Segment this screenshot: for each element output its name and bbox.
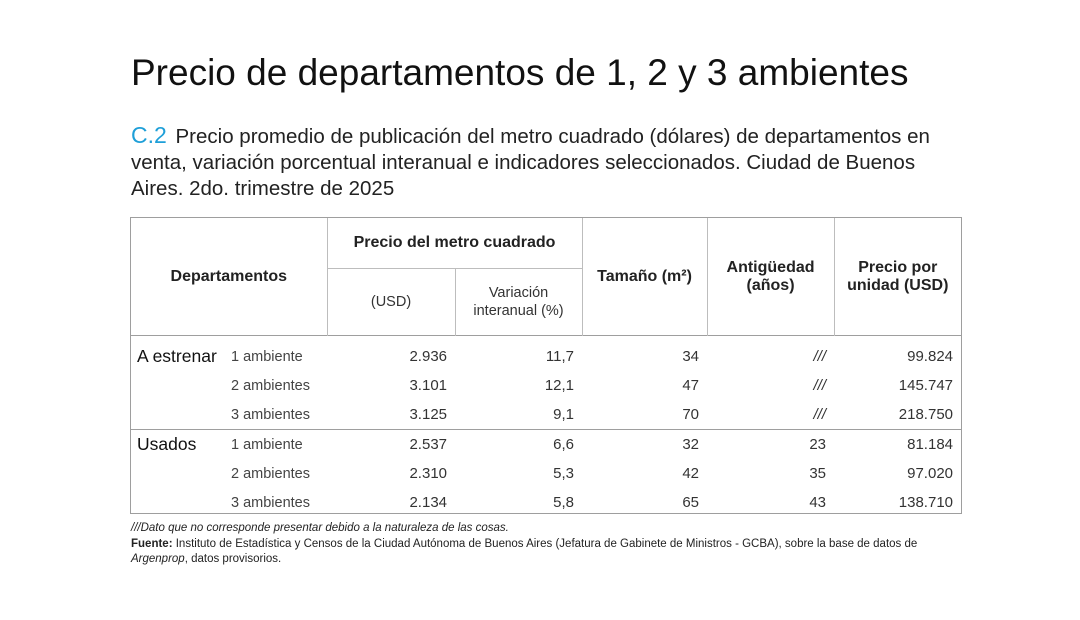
source-text-end: , datos provisorios. xyxy=(184,553,282,565)
antiguedad-cell: /// xyxy=(813,377,827,394)
antiguedad-cell: /// xyxy=(707,335,835,371)
header-tamano: Tamaño (m²) xyxy=(581,218,708,336)
usd-cell: 2.310 xyxy=(409,465,448,482)
precio-unidad-cell: 218.750 xyxy=(898,406,954,423)
ambientes-cell: 2 ambientes xyxy=(231,377,310,394)
header-variacion: Variación interanual (%) xyxy=(454,268,583,336)
table-row: 3 ambientes 2.134 5,8 65 43 138.710 xyxy=(131,488,961,517)
data-table: Departamentos Precio del metro cuadrado … xyxy=(131,218,962,517)
table-row: 3 ambientes 3.125 9,1 70 /// 218.750 xyxy=(131,400,961,430)
group-label-empty xyxy=(131,488,231,517)
ambientes-cell: 3 ambientes xyxy=(231,494,310,511)
page-title: Precio de departamentos de 1, 2 y 3 ambi… xyxy=(131,52,909,93)
variacion-cell: 12,1 xyxy=(544,377,575,394)
antiguedad-cell: 35 xyxy=(809,465,827,482)
antiguedad-cell: /// xyxy=(813,406,827,423)
usd-cell: 2.936 xyxy=(327,335,456,371)
group-label-empty xyxy=(131,400,231,430)
variacion-cell: 9,1 xyxy=(553,406,575,423)
tamano-cell: 34 xyxy=(582,335,708,371)
header-departamentos: Departamentos xyxy=(170,267,287,285)
tamano-cell: 42 xyxy=(682,465,700,482)
tamano-cell: 65 xyxy=(682,494,700,511)
source-database: Argenprop xyxy=(131,553,185,565)
table-row: 2 ambientes 2.310 5,3 42 35 97.020 xyxy=(131,459,961,488)
source-label: Fuente: xyxy=(131,538,173,550)
table-row: Usados 1 ambiente 2.537 6,6 32 23 81.184 xyxy=(131,429,962,459)
precio-unidad-cell: 99.824 xyxy=(834,335,962,371)
tamano-cell: 32 xyxy=(582,429,708,459)
precio-unidad-cell: 81.184 xyxy=(834,429,962,459)
ambientes-cell: 1 ambiente xyxy=(231,335,328,371)
footnote-note: ///Dato que no corresponde presentar deb… xyxy=(131,522,509,534)
ambientes-cell: 1 ambiente xyxy=(231,429,328,459)
group-label-a-estrenar: A estrenar xyxy=(131,335,231,371)
group-label-empty xyxy=(131,371,231,400)
antiguedad-cell: 43 xyxy=(809,494,827,511)
precio-unidad-cell: 138.710 xyxy=(898,494,954,511)
tamano-cell: 70 xyxy=(682,406,700,423)
header-precio-unidad: Precio por unidad (USD) xyxy=(833,218,962,336)
variacion-cell: 6,6 xyxy=(455,429,583,459)
usd-cell: 3.101 xyxy=(409,377,448,394)
table-row: A estrenar 1 ambiente 2.936 11,7 34 /// … xyxy=(131,335,962,371)
usd-cell: 2.134 xyxy=(409,494,448,511)
usd-cell: 3.125 xyxy=(409,406,448,423)
group-label-empty xyxy=(131,459,231,488)
ambientes-cell: 2 ambientes xyxy=(231,465,310,482)
antiguedad-cell: 23 xyxy=(707,429,835,459)
source-line: Fuente: Instituto de Estadística y Censo… xyxy=(131,538,917,565)
variacion-cell: 5,3 xyxy=(553,465,575,482)
chart-code: C.2 xyxy=(131,122,167,148)
tamano-cell: 47 xyxy=(682,377,700,394)
header-precio-m2: Precio del metro cuadrado xyxy=(326,218,583,269)
variacion-cell: 5,8 xyxy=(553,494,575,511)
usd-cell: 2.537 xyxy=(327,429,456,459)
footnote: ///Dato que no corresponde presentar deb… xyxy=(131,521,971,567)
source-text: Instituto de Estadística y Censos de la … xyxy=(175,538,918,550)
precio-unidad-cell: 97.020 xyxy=(907,465,954,482)
precio-unidad-cell: 145.747 xyxy=(898,377,954,394)
header-antiguedad: Antigüedad (años) xyxy=(706,218,835,336)
chart-subtitle: C.2 Precio promedio de publicación del m… xyxy=(131,122,971,202)
header-usd: (USD) xyxy=(326,268,456,336)
group-label-usados: Usados xyxy=(131,429,231,459)
table-row: 2 ambientes 3.101 12,1 47 /// 145.747 xyxy=(131,371,961,400)
subtitle-text: Precio promedio de publicación del metro… xyxy=(131,125,930,200)
ambientes-cell: 3 ambientes xyxy=(231,406,310,423)
variacion-cell: 11,7 xyxy=(455,335,583,371)
